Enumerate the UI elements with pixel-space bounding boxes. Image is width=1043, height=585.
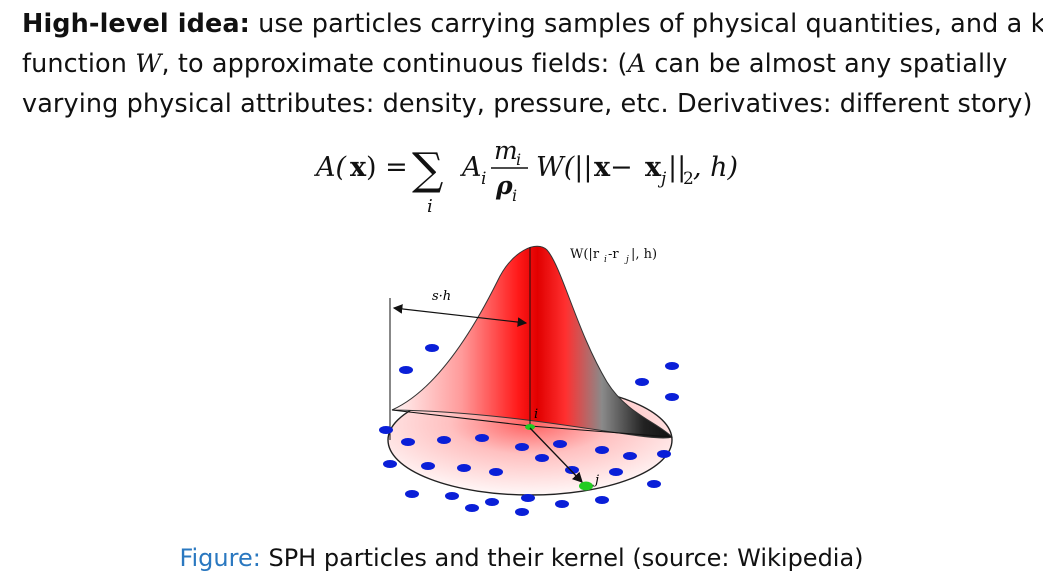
paragraph-line-1: High-level idea: use particles carrying … bbox=[22, 4, 1022, 44]
particle-dot bbox=[405, 490, 419, 498]
paragraph-line-2-start: function bbox=[22, 49, 135, 79]
kernel-variable-w: W bbox=[135, 49, 161, 79]
particle-i-label: i bbox=[534, 407, 538, 422]
attribute-variable-a: A bbox=[628, 49, 647, 79]
particle-dot bbox=[595, 496, 609, 504]
particle-dot bbox=[485, 498, 499, 506]
kernel-label-mid: -r bbox=[608, 247, 619, 262]
particle-dot bbox=[635, 378, 649, 386]
particle-dot bbox=[623, 452, 637, 460]
particle-dot bbox=[553, 440, 567, 448]
paragraph-line-2-mid: , to approximate continuous fields: ( bbox=[162, 49, 628, 79]
equation-sum-index: i bbox=[427, 196, 433, 217]
particle-dot bbox=[647, 480, 661, 488]
particle-dot bbox=[465, 504, 479, 512]
particle-dot bbox=[425, 344, 439, 352]
kernel-function-label: W(|r i -r j |, h) bbox=[570, 247, 657, 265]
sph-kernel-figure: s·h i j W(|r i -r j |, h) bbox=[372, 232, 692, 522]
kernel-label-end: |, h) bbox=[631, 247, 657, 262]
paragraph-line-2-end: can be almost any spatially bbox=[646, 49, 1007, 79]
equation-kernel-open: W(|| bbox=[536, 152, 592, 183]
particle-dot bbox=[609, 468, 623, 476]
particle-dot bbox=[437, 436, 451, 444]
particle-dot bbox=[457, 464, 471, 472]
equation-a-sub: i bbox=[481, 169, 486, 189]
equation-lhs-a: A( bbox=[313, 152, 347, 183]
paragraph-line-3: varying physical attributes: density, pr… bbox=[22, 84, 1022, 124]
particle-dot bbox=[489, 468, 503, 476]
caption-label: Figure: bbox=[179, 544, 260, 572]
equation-numerator-sub: i bbox=[516, 150, 521, 169]
particle-dot bbox=[555, 500, 569, 508]
equation-lhs-x: x bbox=[350, 152, 367, 183]
particle-dot bbox=[383, 460, 397, 468]
particle-dot bbox=[399, 366, 413, 374]
particle-dot bbox=[665, 362, 679, 370]
equation-a: A bbox=[459, 152, 482, 183]
particle-j bbox=[579, 482, 593, 491]
radius-label: s·h bbox=[432, 289, 451, 304]
paragraph-line-2: function W, to approximate continuous fi… bbox=[22, 44, 1022, 84]
particle-dot bbox=[379, 426, 393, 434]
particle-dot bbox=[475, 434, 489, 442]
particle-dot bbox=[595, 446, 609, 454]
kernel-label-sub-i: i bbox=[604, 255, 607, 265]
equation-minus: − bbox=[610, 152, 633, 183]
particle-dot bbox=[535, 454, 549, 462]
paragraph-heading: High-level idea: bbox=[22, 9, 250, 39]
particle-dot bbox=[665, 393, 679, 401]
particle-dot bbox=[515, 443, 529, 451]
particle-dot bbox=[657, 450, 671, 458]
paragraph-line-1-text: use particles carrying samples of physic… bbox=[250, 9, 1043, 39]
equation-denominator-sub: i bbox=[512, 186, 517, 205]
equation-sum-sign: ∑ bbox=[412, 144, 443, 195]
particle-dot bbox=[445, 492, 459, 500]
kernel-label-sub-j: j bbox=[624, 255, 629, 265]
caption-text: SPH particles and their kernel (source: … bbox=[261, 544, 864, 572]
equation-numerator: m bbox=[494, 136, 518, 165]
particle-dot bbox=[521, 494, 535, 502]
equation-x2: x bbox=[645, 152, 662, 183]
kernel-label-start: W(|r bbox=[570, 247, 600, 262]
kernel-bell-surface bbox=[392, 246, 672, 438]
particle-i bbox=[525, 424, 535, 430]
equation-x1: x bbox=[594, 152, 611, 183]
equation-lhs-close: ) = bbox=[366, 152, 408, 183]
figure-caption: Figure: SPH particles and their kernel (… bbox=[0, 540, 1043, 576]
equation-denominator: ρ bbox=[495, 171, 513, 200]
particle-dot bbox=[401, 438, 415, 446]
particle-dot bbox=[421, 462, 435, 470]
sph-equation: A( x ) = ∑ i A i m i ρ i W(|| x − x j ||… bbox=[310, 132, 750, 222]
particle-dot bbox=[515, 508, 529, 516]
equation-kernel-close: , h) bbox=[693, 152, 738, 183]
intro-paragraph: High-level idea: use particles carrying … bbox=[22, 4, 1022, 124]
